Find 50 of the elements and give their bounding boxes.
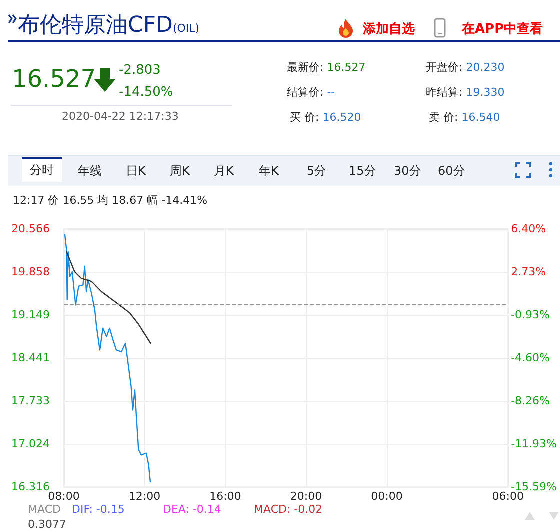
y2-tick-label: -8.26% bbox=[511, 394, 550, 408]
text: MACD bbox=[28, 503, 61, 516]
text: 开盘价: 20.230 bbox=[426, 61, 505, 74]
text: 15分 bbox=[349, 163, 376, 180]
line-series bbox=[66, 251, 152, 344]
text: 在APP中查看 bbox=[462, 21, 544, 38]
y2-tick-label: 6.40% bbox=[511, 222, 546, 236]
text: 30分 bbox=[394, 163, 422, 180]
text: 买 价: 16.520 bbox=[290, 111, 362, 124]
x-tick-label: 20:00 bbox=[290, 490, 322, 503]
text: 结算价: -- bbox=[287, 86, 336, 99]
y-tick-label: 18.441 bbox=[12, 352, 50, 364]
text: 日K bbox=[126, 163, 146, 180]
y2-tick-label: -4.60% bbox=[511, 352, 550, 365]
text: 卖 价: 16.540 bbox=[429, 111, 500, 124]
x-tick-label: 12:00 bbox=[128, 490, 161, 503]
text: 5分 bbox=[307, 163, 327, 180]
chart-subtitle: (OIL) bbox=[172, 22, 200, 35]
y-tick-label: 19.149 bbox=[12, 308, 50, 322]
y2-tick-label: -0.93% bbox=[511, 308, 550, 322]
text: DEA: -0.14 bbox=[163, 503, 222, 516]
text: 昨结算: 19.330 bbox=[426, 86, 505, 99]
y-tick-label: 16.316 bbox=[12, 480, 50, 494]
text: 年K bbox=[259, 163, 279, 180]
y-tick-label: 19.858 bbox=[12, 265, 50, 278]
text: 周K bbox=[170, 163, 190, 180]
text: 最新价: 16.527 bbox=[287, 61, 366, 74]
text: 年线 bbox=[78, 163, 102, 180]
text: 分时 bbox=[22, 157, 62, 182]
text: 2020-04-22 12:17:33 bbox=[62, 110, 179, 123]
text: -2.803 bbox=[119, 63, 161, 78]
y-tick-label: 17.024 bbox=[12, 438, 50, 451]
y2-tick-label: 2.73% bbox=[511, 266, 546, 279]
text: DIF: -0.15 bbox=[72, 503, 125, 516]
y-tick-label: 17.733 bbox=[12, 394, 50, 408]
x-tick-label: 08:00 bbox=[48, 490, 80, 503]
chart-title: 布伦特原油CFD bbox=[18, 13, 173, 38]
y-tick-label: 20.566 bbox=[12, 222, 50, 236]
text: 12:17 价 16.55 均 18.67 幅 -14.41% bbox=[13, 193, 208, 208]
x-tick-label: 16:00 bbox=[210, 490, 242, 503]
text: 0.3077 bbox=[28, 518, 66, 531]
text: 月K bbox=[214, 163, 234, 180]
text: 添加自选 bbox=[363, 21, 415, 38]
text: MACD: -0.02 bbox=[254, 503, 323, 516]
y2-tick-label: -11.93% bbox=[511, 438, 558, 451]
line-series bbox=[64, 234, 152, 482]
text: -14.50% bbox=[119, 85, 174, 100]
text: 16.527 bbox=[12, 65, 96, 93]
text: 60分 bbox=[438, 163, 466, 180]
x-tick-label: 00:00 bbox=[371, 490, 403, 503]
